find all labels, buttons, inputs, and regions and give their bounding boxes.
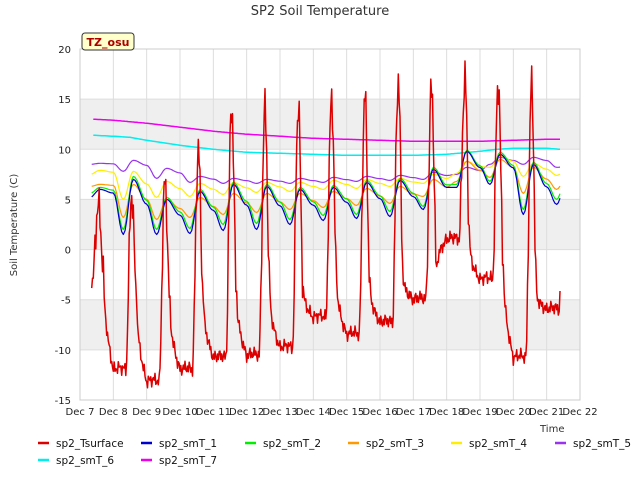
y-tick-label: 5	[65, 195, 71, 206]
y-tick-label: 0	[65, 246, 71, 257]
tz-annotation-box	[81, 32, 135, 51]
legend-label: sp2_smT_6	[56, 455, 114, 467]
chart-title: SP2 Soil Temperature	[251, 4, 389, 19]
legend-label: sp2_smT_3	[366, 438, 424, 450]
x-tick-label: Dec 19	[462, 407, 497, 418]
y-tick-label: -10	[55, 346, 71, 357]
x-tick-label: Dec 15	[329, 407, 364, 418]
x-tick-label: Dec 18	[429, 407, 464, 418]
x-tick-label: Dec 22	[562, 407, 597, 418]
legend-label: sp2_smT_4	[469, 438, 527, 450]
tz-annotation-text: TZ_osu	[87, 36, 130, 49]
x-tick-label: Dec 7	[66, 407, 95, 418]
x-tick-label: Dec 17	[396, 407, 431, 418]
x-tick-label: Dec 10	[162, 407, 197, 418]
legend-label: sp2_Tsurface	[56, 438, 124, 450]
x-tick-label: Dec 8	[99, 407, 128, 418]
x-tick-label: Dec 21	[529, 407, 564, 418]
x-axis-label: Time	[539, 424, 564, 435]
tz-annotation: TZ_osu	[81, 32, 135, 51]
x-tick-label: Dec 12	[229, 407, 264, 418]
x-tick-label: Dec 13	[262, 407, 297, 418]
series-line-sp2-Tsurface	[90, 60, 561, 389]
legend-label: sp2_smT_5	[573, 438, 631, 450]
y-tick-label: -15	[55, 396, 71, 407]
x-tick-label: Dec 20	[496, 407, 531, 418]
series-line-sp2-smT-6	[93, 134, 561, 157]
x-tick-label: Dec 14	[296, 407, 331, 418]
x-tick-label: Dec 9	[132, 407, 161, 418]
y-tick-label: 15	[58, 95, 71, 106]
series-layer	[90, 60, 561, 389]
legend: sp2_Tsurface sp2_smT_1 sp2_smT_2 sp2_smT_3 s…	[38, 438, 631, 467]
plot-band	[80, 199, 580, 250]
y-tick-label: 20	[58, 45, 71, 56]
legend-label: sp2_smT_7	[159, 455, 217, 467]
plot-frame	[79, 48, 581, 401]
x-tick-label: Dec 11	[196, 407, 231, 418]
plot-band	[80, 299, 580, 350]
y-tick-label: -5	[61, 296, 71, 307]
x-tick-label: Dec 16	[362, 407, 397, 418]
series-line-sp2-smT-1	[91, 150, 561, 236]
series-line-sp2-smT-5	[91, 156, 561, 184]
y-axis-label: Soil Temperature (C)	[9, 174, 20, 277]
series-line-sp2-smT-2	[91, 149, 561, 231]
legend-label: sp2_smT_2	[263, 438, 321, 450]
legend-label: sp2_smT_1	[159, 438, 217, 450]
y-tick-label: 10	[58, 145, 71, 156]
series-line-sp2-smT-7	[93, 118, 560, 143]
